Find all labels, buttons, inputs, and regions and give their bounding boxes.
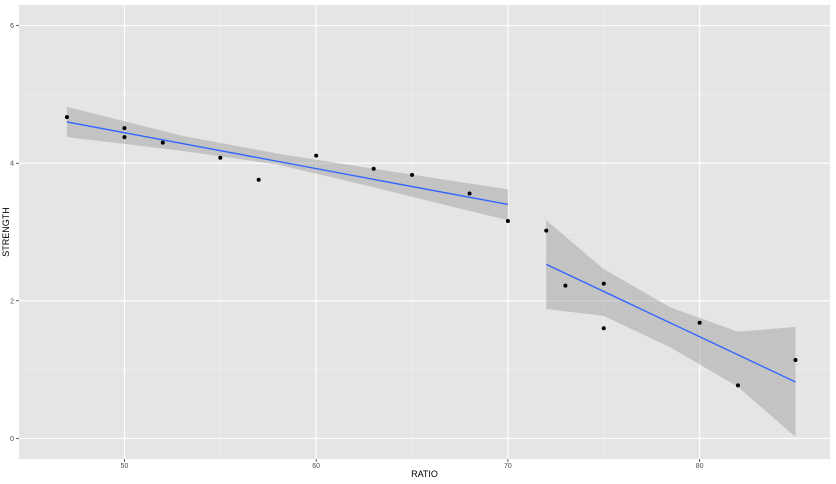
data-point xyxy=(793,357,798,362)
data-point xyxy=(563,283,568,288)
data-point xyxy=(218,155,223,160)
y-tick-label: 4 xyxy=(10,161,14,168)
data-point xyxy=(505,218,510,223)
data-point xyxy=(544,228,549,233)
data-point xyxy=(467,191,472,196)
data-point xyxy=(410,172,415,177)
data-point xyxy=(697,320,702,325)
data-point xyxy=(314,153,319,158)
grid-lines xyxy=(19,5,830,459)
y-tick-label: 6 xyxy=(10,23,14,30)
x-axis-title: RATIO xyxy=(411,469,438,479)
data-point xyxy=(64,115,69,120)
data-points xyxy=(64,115,798,388)
data-point xyxy=(122,135,127,140)
data-point xyxy=(256,177,261,182)
data-point xyxy=(160,140,165,145)
data-point xyxy=(601,281,606,286)
x-tick-label: 70 xyxy=(504,463,512,470)
data-point xyxy=(735,383,740,388)
fit-line-1 xyxy=(66,121,509,206)
data-point xyxy=(601,326,606,331)
fit-lines xyxy=(66,121,796,383)
data-point xyxy=(371,166,376,171)
y-axis-title: STRENGTH xyxy=(1,207,11,257)
confidence-band-2 xyxy=(546,220,796,437)
fit-line-2 xyxy=(545,263,796,383)
data-point xyxy=(122,126,127,131)
y-tick-label: 2 xyxy=(10,298,14,305)
x-tick-label: 50 xyxy=(121,463,129,470)
y-axis-ticks: 0 2 4 6 xyxy=(10,23,19,443)
x-tick-label: 60 xyxy=(312,463,320,470)
x-tick-label: 80 xyxy=(696,463,704,470)
y-tick-label: 0 xyxy=(10,436,14,443)
x-axis-ticks: 50 60 70 80 xyxy=(121,459,704,470)
